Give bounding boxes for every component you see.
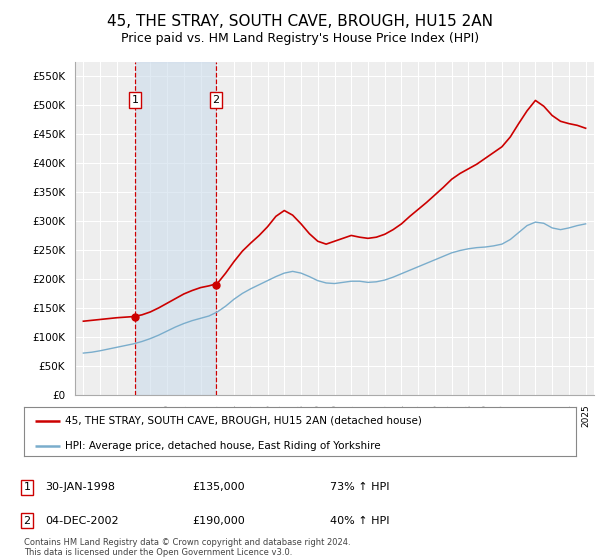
Bar	[135, 62, 216, 395]
Text: HPI: Average price, detached house, East Riding of Yorkshire: HPI: Average price, detached house, East…	[65, 441, 381, 451]
Text: £135,000: £135,000	[192, 482, 245, 492]
Text: Price paid vs. HM Land Registry's House Price Index (HPI): Price paid vs. HM Land Registry's House …	[121, 32, 479, 45]
Text: 40% ↑ HPI: 40% ↑ HPI	[330, 516, 389, 526]
Text: Contains HM Land Registry data © Crown copyright and database right 2024.
This d: Contains HM Land Registry data © Crown c…	[24, 538, 350, 557]
Text: 2: 2	[212, 95, 220, 105]
Text: 45, THE STRAY, SOUTH CAVE, BROUGH, HU15 2AN: 45, THE STRAY, SOUTH CAVE, BROUGH, HU15 …	[107, 14, 493, 29]
Text: 45, THE STRAY, SOUTH CAVE, BROUGH, HU15 2AN (detached house): 45, THE STRAY, SOUTH CAVE, BROUGH, HU15 …	[65, 416, 422, 426]
Text: 73% ↑ HPI: 73% ↑ HPI	[330, 482, 389, 492]
Text: 04-DEC-2002: 04-DEC-2002	[45, 516, 119, 526]
Text: 1: 1	[131, 95, 139, 105]
Text: 30-JAN-1998: 30-JAN-1998	[45, 482, 115, 492]
Text: 1: 1	[23, 482, 31, 492]
Text: £190,000: £190,000	[192, 516, 245, 526]
Text: 2: 2	[23, 516, 31, 526]
